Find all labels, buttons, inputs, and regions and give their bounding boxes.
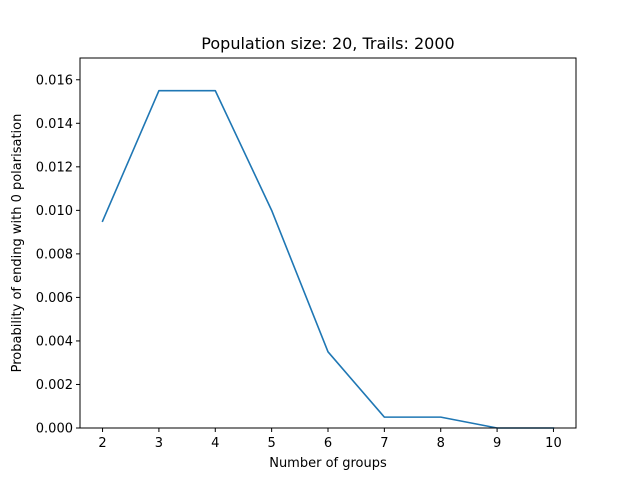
- y-tick-label: 0.006: [36, 291, 73, 306]
- y-tick-label: 0.002: [36, 378, 73, 393]
- x-tick-label: 6: [324, 436, 332, 451]
- y-axis: 0.000 0.002 0.004 0.006 0.008 0.010 0.012 0.014…: [36, 73, 80, 437]
- x-tick-label: 10: [545, 436, 562, 451]
- y-tick-label: 0.016: [36, 73, 73, 88]
- x-axis: 2 3 4 5 6 7 8 9 10: [98, 428, 562, 451]
- x-tick-label: 3: [155, 436, 163, 451]
- x-tick-label: 4: [211, 436, 219, 451]
- y-tick-label: 0.000: [36, 422, 73, 437]
- x-tick-label: 9: [493, 436, 501, 451]
- x-tick-label: 2: [98, 436, 106, 451]
- x-axis-label: Number of groups: [269, 456, 387, 471]
- plot-area: [80, 58, 576, 428]
- y-tick-label: 0.014: [36, 117, 73, 132]
- chart-title: Population size: 20, Trails: 2000: [201, 34, 454, 53]
- x-tick-label: 8: [437, 436, 445, 451]
- plot-background: [80, 58, 576, 428]
- y-tick-label: 0.004: [36, 334, 73, 349]
- x-tick-label: 5: [267, 436, 275, 451]
- plot-frame: [79, 57, 577, 429]
- y-tick-label: 0.008: [36, 247, 73, 262]
- x-tick-label: 7: [380, 436, 388, 451]
- y-axis-label: Probability of ending with 0 polarisatio…: [10, 114, 25, 373]
- y-tick-label: 0.012: [36, 160, 73, 175]
- y-tick-label: 0.010: [36, 204, 73, 219]
